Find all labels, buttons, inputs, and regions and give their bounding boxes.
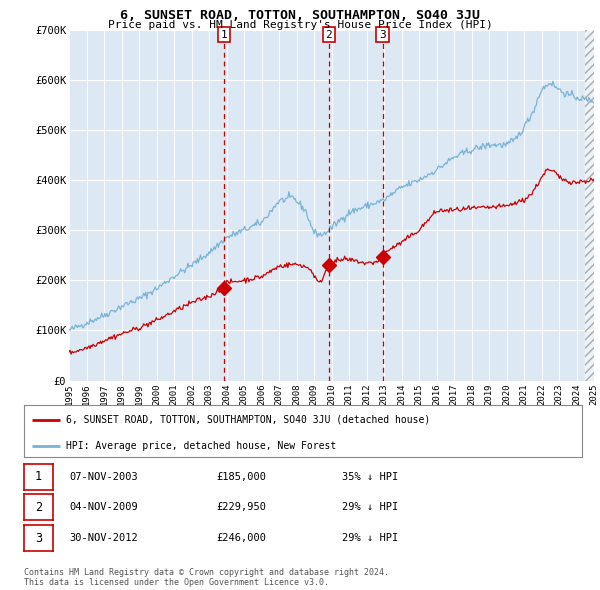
Text: 6, SUNSET ROAD, TOTTON, SOUTHAMPTON, SO40 3JU (detached house): 6, SUNSET ROAD, TOTTON, SOUTHAMPTON, SO4… xyxy=(66,415,430,425)
Text: Contains HM Land Registry data © Crown copyright and database right 2024.
This d: Contains HM Land Registry data © Crown c… xyxy=(24,568,389,587)
Bar xyxy=(585,30,595,381)
Text: 3: 3 xyxy=(35,532,42,545)
Text: 30-NOV-2012: 30-NOV-2012 xyxy=(69,533,138,543)
Text: 07-NOV-2003: 07-NOV-2003 xyxy=(69,472,138,481)
Text: 6, SUNSET ROAD, TOTTON, SOUTHAMPTON, SO40 3JU: 6, SUNSET ROAD, TOTTON, SOUTHAMPTON, SO4… xyxy=(120,9,480,22)
Text: £229,950: £229,950 xyxy=(216,503,266,512)
Text: 1: 1 xyxy=(35,470,42,483)
Text: £246,000: £246,000 xyxy=(216,533,266,543)
Text: 2: 2 xyxy=(35,501,42,514)
Text: 29% ↓ HPI: 29% ↓ HPI xyxy=(342,533,398,543)
Text: HPI: Average price, detached house, New Forest: HPI: Average price, detached house, New … xyxy=(66,441,336,451)
Text: 29% ↓ HPI: 29% ↓ HPI xyxy=(342,503,398,512)
Text: 1: 1 xyxy=(221,30,227,40)
Text: 04-NOV-2009: 04-NOV-2009 xyxy=(69,503,138,512)
Text: 3: 3 xyxy=(379,30,386,40)
Text: £185,000: £185,000 xyxy=(216,472,266,481)
Text: 2: 2 xyxy=(325,30,332,40)
Text: Price paid vs. HM Land Registry's House Price Index (HPI): Price paid vs. HM Land Registry's House … xyxy=(107,20,493,30)
Text: 35% ↓ HPI: 35% ↓ HPI xyxy=(342,472,398,481)
